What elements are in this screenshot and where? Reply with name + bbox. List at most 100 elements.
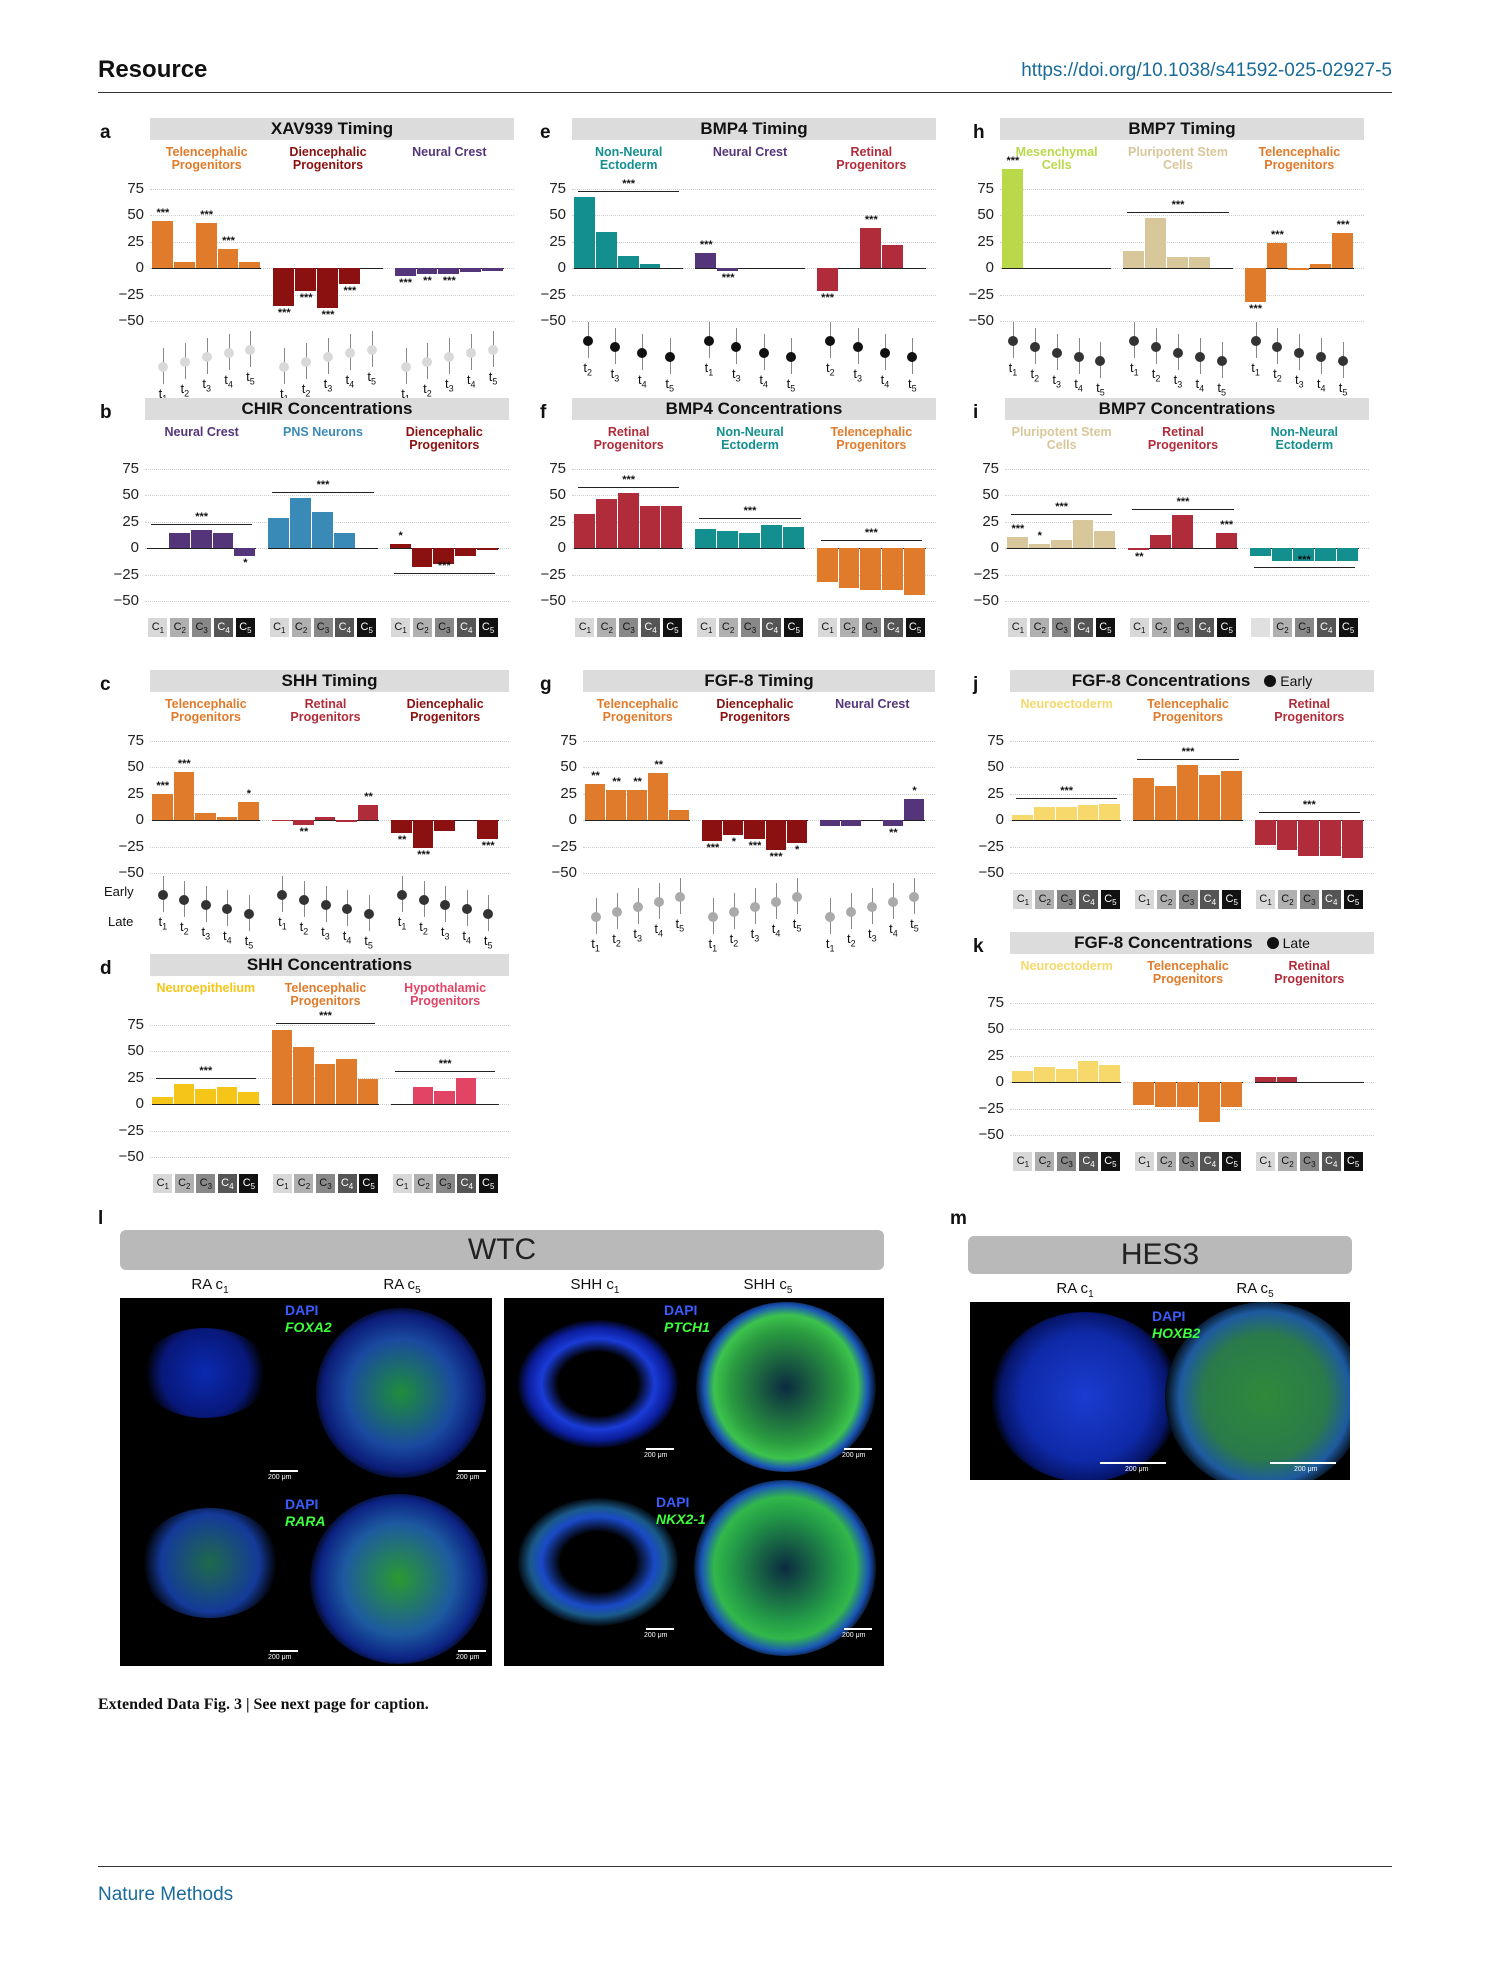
timing-label: t2 xyxy=(579,360,597,378)
gridline xyxy=(572,495,936,496)
significance-stars: ** xyxy=(1134,551,1144,564)
timing-label-t: t xyxy=(364,933,368,949)
timing-label-index: 2 xyxy=(1276,373,1282,384)
timing-label-index: 2 xyxy=(184,388,190,399)
y-tick-label: 75 xyxy=(127,179,144,197)
facet-label-line: Hypothalamic xyxy=(404,981,487,995)
conc-label-index: 4 xyxy=(1332,898,1338,908)
timing-label-index: 3 xyxy=(448,383,454,394)
bar xyxy=(168,533,190,548)
conc-label-c: C xyxy=(1138,892,1147,905)
bar xyxy=(391,820,412,833)
timing-label-index: 4 xyxy=(641,379,647,390)
timing-label-index: 2 xyxy=(829,367,835,378)
conc-label-c: C xyxy=(1203,1154,1212,1167)
scale-bar xyxy=(844,1628,872,1630)
timing-label-t: t xyxy=(244,933,249,949)
bar xyxy=(433,548,455,564)
bar xyxy=(195,1089,216,1104)
concentration-box: C5 xyxy=(662,617,682,637)
significance-stars: *** xyxy=(343,284,357,297)
significance-stars: *** xyxy=(769,850,783,863)
conc-label-c: C xyxy=(721,620,730,633)
timing-label: t2 xyxy=(1026,366,1044,384)
bar xyxy=(639,505,661,548)
conc-label-c: C xyxy=(195,620,204,633)
conc-label-c: C xyxy=(666,620,675,633)
panel-label-k: k xyxy=(973,936,984,957)
y-tick-label: 75 xyxy=(982,459,999,477)
timing-dot xyxy=(653,897,664,908)
timing-label-t: t xyxy=(423,381,427,397)
timing-label-index: 2 xyxy=(586,367,592,378)
timing-dot xyxy=(344,347,355,358)
facet-label: Hypothalamic Progenitors xyxy=(391,982,499,1008)
y-tick-label: 25 xyxy=(127,784,144,802)
concentration-box: C5 xyxy=(357,617,377,637)
timing-label-t: t xyxy=(786,376,791,392)
timing-label-t: t xyxy=(1008,359,1013,375)
stain-label-2: DAPI RARA xyxy=(285,1496,326,1529)
bar xyxy=(1007,537,1028,548)
timing-label-index: 5 xyxy=(1342,387,1348,398)
timing-label: t4 xyxy=(218,928,236,946)
facet-label-line: Neuroectoderm xyxy=(1020,959,1113,973)
timing-label-index: 5 xyxy=(487,940,493,951)
timing-dot xyxy=(179,894,190,905)
concentration-box: C1 xyxy=(148,617,168,637)
timing-dot xyxy=(704,335,714,346)
timing-label: t2 xyxy=(415,919,433,937)
bar xyxy=(816,548,838,582)
bar xyxy=(661,505,683,548)
significance-stars: *** xyxy=(417,848,431,861)
timing-label-t: t xyxy=(278,914,282,929)
concentration-box: C3 xyxy=(619,617,639,637)
facet-label: Neuroepithelium xyxy=(152,982,260,995)
panel-label-h: h xyxy=(973,122,985,143)
timing-dot xyxy=(1173,347,1183,358)
panel-label-c: c xyxy=(100,674,111,695)
timing-label-t: t xyxy=(1129,359,1134,375)
timing-label-index: 5 xyxy=(790,383,796,394)
y-tick-label: 75 xyxy=(977,179,994,197)
conc-label-c: C xyxy=(1324,892,1333,905)
facet-label: Neuroectoderm xyxy=(1012,698,1121,711)
concentration-box: C4 xyxy=(335,617,355,637)
conc-label-c: C xyxy=(1203,892,1212,905)
bar xyxy=(290,498,312,548)
journal-name[interactable]: Nature Methods xyxy=(98,1884,234,1905)
bar xyxy=(389,543,411,548)
facet-label: Telencephalic Progenitors xyxy=(817,426,926,452)
conc-label-index: 4 xyxy=(1332,1160,1338,1170)
bar xyxy=(1072,520,1094,548)
bar xyxy=(739,533,760,548)
bar xyxy=(411,548,433,568)
concentration-box: C2 xyxy=(291,617,311,637)
timing-label-t: t xyxy=(367,369,372,385)
y-tick-label: 25 xyxy=(549,512,566,530)
bar xyxy=(903,798,924,820)
facet-label-line: Diencephalic xyxy=(405,425,483,439)
timing-label-index: 4 xyxy=(349,379,355,390)
timing-label-t: t xyxy=(1273,365,1277,381)
facet-label-line: Progenitors xyxy=(171,158,242,172)
bar xyxy=(585,783,606,820)
bar xyxy=(1055,807,1077,820)
timing-label-t: t xyxy=(910,916,914,932)
conc-label-c: C xyxy=(1060,892,1069,905)
bar xyxy=(1276,1076,1298,1082)
bar xyxy=(840,820,861,827)
timing-label-index: 2 xyxy=(303,926,309,937)
gridline xyxy=(150,793,509,795)
bar xyxy=(702,820,723,842)
scale-bar-label: 200 μm xyxy=(268,1474,292,1481)
conc-label-index: 5 xyxy=(247,626,252,636)
facet-label-line: Neural Crest xyxy=(835,697,910,711)
conc-label-index: 1 xyxy=(1019,626,1025,636)
significance-stars: *** xyxy=(1171,198,1185,211)
doi-link[interactable]: https://doi.org/10.1038/s41592-025-02927… xyxy=(1021,60,1392,81)
facet-label-line: Telencephalic xyxy=(164,697,247,711)
timing-label: t2 xyxy=(608,931,626,949)
concentration-box: C4 xyxy=(217,1173,237,1193)
gridline xyxy=(583,846,935,848)
